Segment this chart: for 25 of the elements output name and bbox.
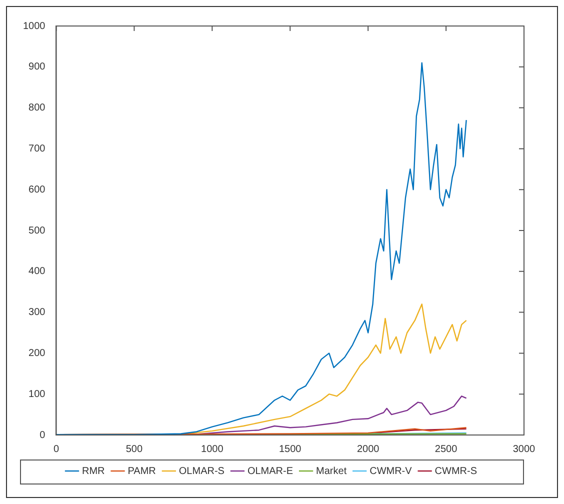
y-tick-label: 300: [28, 307, 46, 318]
y-tick-label: 600: [28, 184, 46, 196]
y-tick-label: 1000: [22, 20, 46, 32]
y-tick-label: 700: [28, 143, 46, 154]
y-tick-label: 100: [28, 388, 46, 400]
y-tick-label: 800: [28, 102, 46, 114]
x-tick-label: 0: [53, 444, 60, 455]
legend-label: OLMAR-S: [178, 466, 225, 477]
legend-label: OLMAR-E: [247, 466, 294, 477]
legend-label: RMR: [82, 466, 105, 477]
y-tick-label: 500: [28, 225, 46, 236]
y-tick-label: 0: [40, 430, 46, 441]
x-tick-label: 1500: [279, 444, 302, 455]
legend-label: CWMR-V: [370, 466, 412, 477]
x-tick-label: 2000: [356, 444, 380, 455]
legend-label: CWMR-S: [434, 466, 478, 477]
x-tick-label: 2500: [434, 444, 458, 455]
y-tick-label: 200: [28, 348, 46, 359]
legend-label: Market: [316, 466, 347, 477]
x-tick-label: 500: [126, 444, 143, 455]
legend-label: PAMR: [128, 466, 156, 477]
y-tick-label: 900: [28, 62, 46, 73]
y-tick-label: 400: [28, 266, 46, 278]
x-tick-label: 1000: [201, 444, 224, 455]
x-tick-label: 3000: [512, 444, 536, 455]
